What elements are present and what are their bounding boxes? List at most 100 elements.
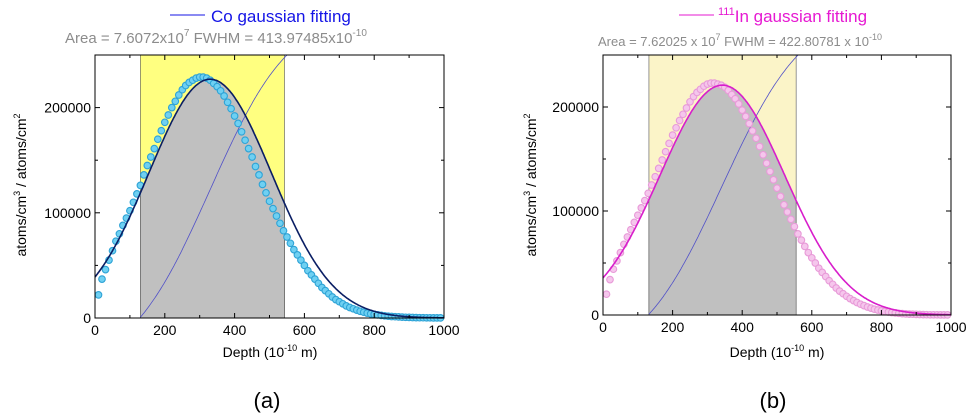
data-point-a [297, 256, 305, 264]
data-point-b [686, 97, 694, 106]
data-point-a [241, 136, 249, 145]
data-point-a [272, 212, 281, 220]
legend-label-b: 111In gaussian fitting [718, 6, 867, 26]
plot-area-b: 0 200 400 600 800 1000 0 100000 200000 [552, 54, 967, 335]
data-point-a [244, 144, 253, 153]
data-point-b [776, 192, 785, 201]
data-point-b [787, 215, 795, 224]
y-axis-label-b: atoms/cm3 / atoms/cm2 [522, 113, 539, 256]
data-point-b [797, 236, 806, 244]
y-axis-label-a: atoms/cm3 / atoms/cm2 [12, 113, 29, 256]
data-point-a [94, 291, 103, 299]
x-tick-label-b: 1000 [935, 319, 966, 335]
x-axis-label-b: Depth (10-10 m) [730, 343, 825, 360]
data-point-b [668, 131, 677, 139]
y-tick-label-a: 200000 [44, 100, 91, 116]
y-tick-label-a: 100000 [44, 205, 91, 221]
data-point-b [651, 172, 660, 181]
area-fwhm-text-b: Area = 7.62025 x 107 FWHM = 422.80781 x … [598, 32, 882, 49]
data-point-a [248, 153, 256, 161]
data-point-a [279, 226, 288, 235]
data-point-b [741, 112, 750, 121]
data-point-a [157, 126, 166, 135]
data-point-a [227, 104, 235, 113]
y-tick-label-b: 100000 [552, 203, 599, 219]
data-point-b [794, 230, 802, 238]
x-tick-label-a: 1000 [428, 322, 459, 338]
data-point-a [230, 112, 239, 120]
data-point-a [276, 219, 284, 228]
data-point-a [237, 127, 246, 136]
data-point-b [654, 164, 663, 173]
data-point-b [811, 259, 820, 267]
data-point-a [164, 111, 173, 119]
data-point-a [101, 265, 110, 274]
data-point-b [780, 200, 788, 209]
data-point-b [658, 156, 667, 164]
data-point-a [300, 261, 309, 270]
data-point-a [258, 180, 267, 189]
data-point-a [223, 98, 232, 107]
data-point-a [143, 161, 152, 170]
x-tick-label-a: 200 [153, 322, 177, 338]
data-point-b [773, 184, 781, 192]
data-point-a [171, 97, 180, 106]
data-point-b [800, 242, 809, 251]
x-tick-label-b: 0 [599, 319, 607, 335]
data-point-b [748, 127, 757, 135]
data-point-a [150, 144, 159, 153]
data-point-b [682, 104, 691, 112]
data-point-b [759, 150, 767, 159]
gaussian-fit-line-a [94, 78, 444, 319]
data-point-a [234, 119, 242, 128]
cumulative-curve-a [140, 54, 288, 318]
data-point-b [675, 116, 684, 125]
data-point-b [606, 275, 614, 284]
data-point-b [731, 94, 740, 103]
x-tick-label-a: 800 [363, 322, 387, 338]
x-tick-label-b: 600 [800, 319, 824, 335]
y-tick-label-b: 0 [591, 307, 599, 323]
caption-a: (a) [254, 388, 281, 413]
data-point-b [762, 159, 771, 168]
legend-label-a: Co gaussian fitting [211, 7, 351, 26]
data-point-a [290, 245, 298, 254]
data-point-b [766, 167, 774, 176]
y-tick-label-a: 0 [83, 310, 91, 326]
data-point-a [283, 233, 291, 241]
data-point-a [293, 251, 302, 259]
x-axis-label-a: Depth (10-10 m) [223, 343, 318, 360]
data-point-b [665, 139, 673, 148]
data-point-b [679, 110, 687, 119]
data-point-a [146, 153, 155, 161]
data-point-b [734, 100, 743, 108]
data-point-b [755, 142, 764, 151]
data-point-a [174, 91, 183, 99]
plot-area-a: 0 200 400 600 800 1000 0 100000 200000 [44, 54, 460, 338]
data-point-a [286, 239, 295, 248]
data-point-b [745, 119, 754, 128]
data-point-b [672, 123, 680, 132]
x-tick-label-b: 400 [731, 319, 755, 335]
data-point-b [661, 147, 670, 156]
gaussian-fit-line-b [602, 84, 951, 316]
data-point-a [265, 197, 274, 206]
y-tick-label-b: 200000 [552, 99, 599, 115]
data-point-b [752, 134, 760, 143]
data-point-a [160, 118, 169, 127]
data-point-a [153, 135, 162, 144]
data-point-a [269, 204, 277, 213]
data-point-b [783, 208, 792, 216]
x-tick-label-b: 800 [870, 319, 894, 335]
x-tick-label-a: 600 [293, 322, 317, 338]
data-point-a [98, 275, 106, 283]
x-tick-label-b: 200 [661, 319, 685, 335]
data-point-b [602, 290, 611, 299]
data-point-b [738, 106, 747, 114]
cumulative-curve-b [648, 54, 799, 315]
data-point-a [167, 103, 176, 112]
data-point-a [262, 188, 270, 197]
data-point-a [255, 171, 263, 179]
data-point-b [804, 248, 813, 257]
